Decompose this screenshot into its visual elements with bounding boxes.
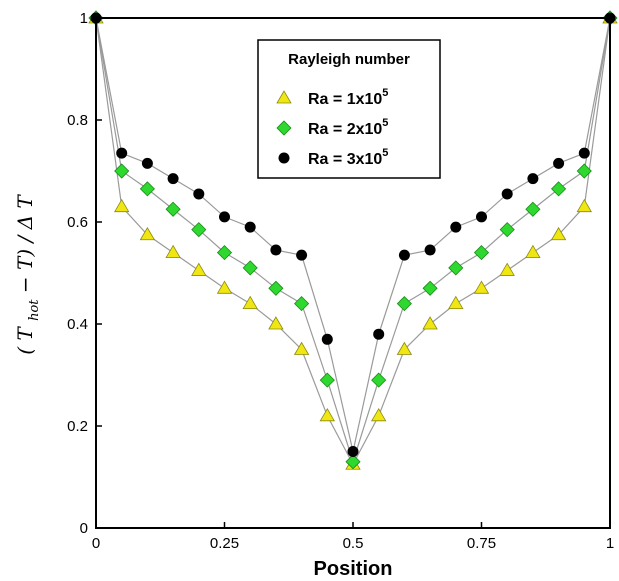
data-point [450, 221, 462, 233]
legend-label: Ra = 2x105 [308, 117, 388, 138]
data-point [501, 188, 513, 200]
legend-label-exponent: 5 [382, 87, 388, 99]
x-tick-label: 0.5 [343, 535, 364, 552]
legend-label-exponent: 5 [382, 117, 388, 129]
legend-title: Rayleigh number [288, 51, 410, 68]
data-point [296, 249, 308, 261]
data-point [191, 262, 207, 276]
data-point [499, 262, 515, 276]
series-layer [88, 10, 618, 470]
data-point [268, 316, 284, 330]
data-point [345, 454, 361, 470]
data-point [551, 181, 567, 197]
data-point [371, 372, 387, 388]
data-point [294, 296, 310, 312]
data-point [193, 188, 205, 200]
y-tick-label: 0 [80, 520, 88, 537]
y-axis-label: ( T hot − T) / Δ T [13, 194, 43, 355]
data-point [293, 341, 310, 355]
svg-text:( T hot − T: ( T hot − T) / Δ T [13, 194, 43, 355]
x-tick-label: 0.25 [210, 535, 239, 552]
data-point [424, 244, 436, 256]
data-point [165, 201, 181, 217]
data-point [141, 157, 153, 169]
legend-entry: Ra = 2x105 [276, 117, 388, 138]
data-point [550, 226, 567, 241]
data-point [268, 280, 284, 296]
data-point [242, 260, 258, 276]
x-tick-label: 0 [92, 535, 100, 552]
data-point [448, 260, 464, 276]
data-point [373, 328, 385, 340]
data-point [319, 408, 335, 422]
data-point [114, 198, 130, 213]
data-point [396, 296, 412, 312]
legend-label: Ra = 1x105 [308, 87, 388, 108]
data-point [576, 198, 592, 213]
data-point [525, 244, 541, 259]
x-tick-label: 1 [606, 535, 614, 552]
legend-label-base: Ra = 1x10 [308, 91, 382, 108]
x-tick-label: 0.75 [467, 535, 496, 552]
legend-label: Ra = 3x105 [308, 147, 388, 168]
ticks-layer: 0 0.25 0.5 0.75 1 0 0.2 0.4 0.6 0.8 1 [67, 10, 614, 552]
data-point [191, 222, 207, 238]
data-point [165, 244, 181, 259]
data-point [347, 446, 359, 457]
data-point [527, 173, 539, 185]
y-axis-label-rest: − T) / Δ T [13, 194, 37, 294]
legend-label-base: Ra = 2x10 [308, 121, 382, 138]
y-tick-label: 0.2 [67, 418, 88, 435]
data-point [578, 147, 590, 159]
data-point [114, 163, 130, 179]
y-tick-label: 0.4 [67, 316, 88, 333]
legend-entry: Ra = 3x105 [278, 147, 388, 168]
data-point [476, 211, 487, 223]
data-point [525, 201, 541, 217]
y-axis-label-sub: hot [27, 299, 42, 321]
y-tick-label: 0.8 [67, 112, 88, 129]
legend-marker [276, 120, 292, 136]
data-point [473, 280, 490, 294]
data-point [167, 173, 179, 185]
data-point [321, 333, 333, 345]
legend-marker [278, 152, 290, 164]
y-axis-label-open: ( [13, 346, 37, 355]
data-point [371, 408, 387, 422]
x-axis-label: Position [314, 558, 393, 580]
y-tick-label: 1 [80, 10, 88, 27]
data-point [219, 211, 230, 223]
y-axis-label-t: T [13, 326, 37, 341]
data-point [242, 295, 258, 310]
data-point [216, 245, 233, 261]
data-point [139, 181, 155, 197]
data-point [473, 245, 490, 261]
legend-entry: Ra = 1x105 [276, 87, 388, 108]
data-point [116, 147, 128, 159]
data-point [319, 372, 335, 388]
legend-label-base: Ra = 3x10 [308, 151, 382, 168]
data-point [216, 280, 233, 294]
legend-marker [276, 90, 292, 104]
data-point [270, 244, 282, 256]
data-point [553, 157, 565, 169]
data-point [576, 163, 592, 179]
data-point [244, 221, 256, 233]
data-point [422, 316, 438, 330]
data-point [422, 280, 438, 296]
y-tick-label: 0.6 [67, 214, 88, 231]
legend-label-exponent: 5 [382, 147, 388, 159]
data-point [448, 295, 464, 310]
data-point [139, 226, 156, 241]
data-point [398, 249, 410, 261]
data-point [396, 341, 413, 355]
data-point [499, 222, 515, 238]
